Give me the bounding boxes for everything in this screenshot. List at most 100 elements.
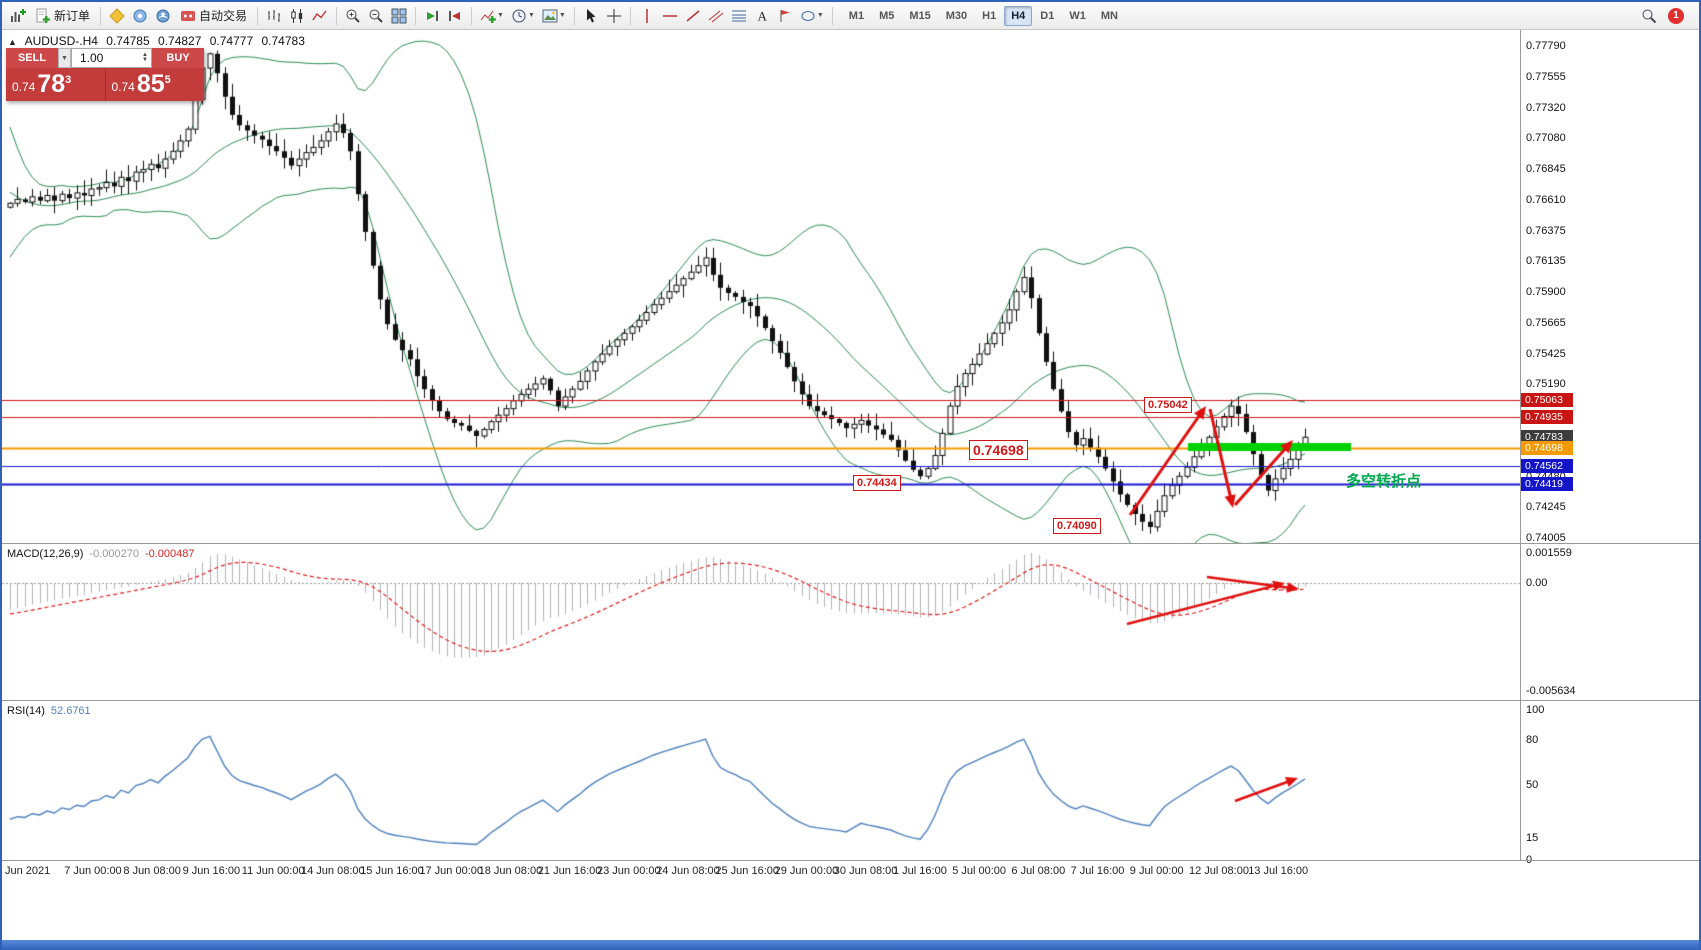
date-axis-label: 25 Jun 16:00 xyxy=(715,865,780,877)
volume-input[interactable]: 1.00 ▲ ▼ xyxy=(71,48,152,68)
timeframe-mn[interactable]: MN xyxy=(1100,9,1118,22)
price-axis-label: 0.77790 xyxy=(1526,40,1566,52)
price-label[interactable]: 0.74698 xyxy=(969,440,1028,461)
timeframe-m5[interactable]: M5 xyxy=(879,9,895,22)
date-axis-label: 9 Jun 16:00 xyxy=(182,865,241,877)
new-chart-icon[interactable] xyxy=(7,5,29,27)
price-axis-separator[interactable] xyxy=(1520,30,1521,860)
candlestick-chart-icon[interactable] xyxy=(286,5,308,27)
timeframe-d1[interactable]: D1 xyxy=(1040,9,1055,22)
timeframe-m15[interactable]: M15 xyxy=(909,9,931,22)
volume-spinner[interactable]: ▲ ▼ xyxy=(142,52,148,63)
toolbar: 新订单 自动交易 xyxy=(2,2,1699,30)
line-chart-icon[interactable] xyxy=(309,5,331,27)
macd-scale-label: 0.001559 xyxy=(1526,547,1572,559)
rsi-canvas[interactable] xyxy=(2,702,1520,860)
shapes-icon[interactable]: ▼ xyxy=(797,5,827,27)
autotrading-icon xyxy=(181,10,196,21)
price-label[interactable]: 0.75042 xyxy=(1144,397,1192,414)
text-icon[interactable]: A xyxy=(751,5,773,27)
rsi-scale-label: 15 xyxy=(1526,831,1539,844)
date-axis-label: 23 Jun 00:00 xyxy=(597,865,661,877)
equidistant-channel-icon[interactable] xyxy=(705,5,727,27)
buy-button[interactable]: BUY xyxy=(152,48,204,68)
timeframe-m1[interactable]: M1 xyxy=(848,9,865,22)
oneclick-collapse-icon[interactable]: ▲ xyxy=(8,37,17,47)
periods-icon[interactable]: ▼ xyxy=(508,5,538,27)
ohlc-open: 0.74785 xyxy=(106,34,150,48)
price-label[interactable]: 0.74434 xyxy=(853,475,901,492)
toolbar-right-group: 1 xyxy=(1638,5,1694,27)
crosshair-icon[interactable] xyxy=(603,5,625,27)
toolbar-separator xyxy=(257,6,259,25)
price-axis-label: 0.75900 xyxy=(1526,286,1566,298)
zoom-out-icon[interactable] xyxy=(365,5,387,27)
price-axis-label: 0.74245 xyxy=(1526,501,1566,514)
date-axis-label: 15 Jun 16:00 xyxy=(360,865,424,877)
date-axis-label: 18 Jun 08:00 xyxy=(478,865,543,877)
price-axis-tag: 0.75063 xyxy=(1521,393,1573,408)
label-icon[interactable] xyxy=(774,5,796,27)
timeframe-toolbar: M1 M5 M15 M30 H1 H4 D1 W1 MN xyxy=(842,5,1125,26)
price-axis-label: 0.76845 xyxy=(1526,163,1566,175)
auto-scroll-icon[interactable] xyxy=(421,5,443,27)
market-icon[interactable] xyxy=(129,5,151,27)
date-axis-label: 7 Jul 16:00 xyxy=(1070,865,1125,877)
horizontal-line-icon[interactable] xyxy=(659,5,681,27)
macd-value-main: -0.000270 xyxy=(89,548,139,560)
timeframe-w1[interactable]: W1 xyxy=(1069,9,1086,22)
date-axis-label: 29 Jun 00:00 xyxy=(774,865,839,877)
fibonacci-icon[interactable] xyxy=(728,5,750,27)
zoom-in-icon[interactable] xyxy=(342,5,364,27)
toolbar-separator xyxy=(831,6,833,25)
annotation-text[interactable]: 多空转折点 xyxy=(1346,473,1422,490)
ohlc-high: 0.74827 xyxy=(158,34,202,48)
date-axis-label: 17 Jun 00:00 xyxy=(419,865,484,877)
price-label[interactable]: 0.74090 xyxy=(1053,518,1101,535)
panel-separator[interactable] xyxy=(2,543,1699,544)
price-axis-label: 0.74005 xyxy=(1526,532,1566,544)
price-axis-label: 0.75190 xyxy=(1526,378,1566,391)
date-axis-label: 6 Jul 08:00 xyxy=(1011,865,1066,877)
rsi-scale-label: 100 xyxy=(1526,704,1545,716)
timeframe-h4[interactable]: H4 xyxy=(1004,5,1033,26)
symbol-period: AUDUSD-.H4 xyxy=(24,34,98,48)
toolbar-separator xyxy=(471,6,473,25)
sell-button[interactable]: SELL xyxy=(6,48,58,68)
macd-canvas[interactable] xyxy=(2,545,1520,699)
bar-chart-icon[interactable] xyxy=(263,5,285,27)
price-axis-label: 0.75425 xyxy=(1526,347,1566,360)
autotrading-button[interactable]: 自动交易 xyxy=(175,5,252,27)
templates-icon[interactable]: ▼ xyxy=(539,5,569,27)
chart-shift-icon[interactable] xyxy=(444,5,466,27)
notification-badge[interactable]: 1 xyxy=(1668,7,1684,24)
toolbar-separator xyxy=(100,6,102,25)
price-axis-tag: 0.74783 xyxy=(1521,429,1573,444)
cursor-icon[interactable] xyxy=(580,5,602,27)
autotrading-label: 自动交易 xyxy=(199,9,248,23)
sell-price[interactable]: 0.74 78 3 xyxy=(6,68,106,101)
timeframe-m30[interactable]: M30 xyxy=(945,9,968,22)
date-axis-label: Jun 2021 xyxy=(5,865,51,877)
buy-price[interactable]: 0.74 85 5 xyxy=(105,68,204,101)
indicators-icon[interactable]: ▼ xyxy=(477,5,507,27)
price-chart-canvas[interactable] xyxy=(2,30,1520,543)
tile-windows-icon[interactable] xyxy=(388,5,410,27)
toolbar-separator xyxy=(415,6,417,25)
community-icon[interactable] xyxy=(152,5,174,27)
mql-wizard-icon[interactable] xyxy=(106,5,128,27)
svg-text:A: A xyxy=(757,8,767,23)
trade-options-dropdown[interactable]: ▼ xyxy=(58,48,71,68)
panel-separator[interactable] xyxy=(2,700,1699,701)
date-axis-label: 11 Jun 00:00 xyxy=(241,865,305,877)
search-icon[interactable] xyxy=(1638,5,1660,27)
macd-value-signal: -0.000487 xyxy=(144,548,195,560)
trendline-icon[interactable] xyxy=(682,5,704,27)
timeframe-h1[interactable]: H1 xyxy=(982,9,997,22)
vertical-line-icon[interactable] xyxy=(636,5,658,27)
date-axis-label: 30 Jun 08:00 xyxy=(833,865,898,877)
new-order-button[interactable]: 新订单 xyxy=(30,5,95,27)
rsi-value: 52.6761 xyxy=(50,705,91,717)
